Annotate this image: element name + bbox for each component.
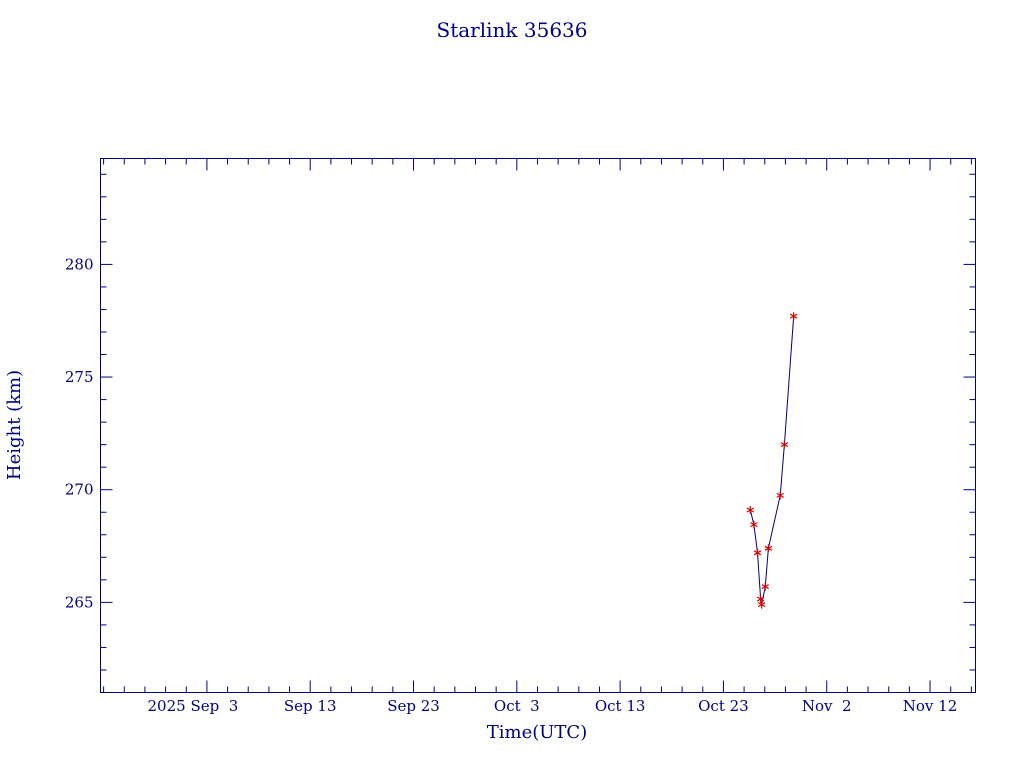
y-tick-label: 275 [65,368,94,386]
data-point-marker [789,312,798,321]
plot-frame [100,158,976,693]
data-point-marker [750,520,758,529]
x-tick-label: 2025 Sep 3 [148,697,239,715]
plot-area: 2025 Sep 3 Sep 13 Sep 23 Oct 3 Oct 13 Oct 23 N… [65,158,976,715]
data-point-marker [776,491,785,500]
x-axis-label: Time(UTC) [487,722,587,743]
data-point-marker [764,544,773,553]
x-tick-label: Nov 12 [903,697,958,715]
data-point-marker [746,505,755,514]
x-tick-label: Oct 23 [698,697,749,715]
chart-title: Starlink 35636 [437,18,588,42]
data-line [749,316,795,605]
x-tick-label: Oct 13 [595,697,646,715]
data-point-marker [757,600,766,609]
x-tick-label: Nov 2 [802,697,852,715]
data-point-marker [761,582,770,591]
y-tick-label: 270 [65,481,94,499]
x-tick-label: Sep 13 [284,697,337,715]
y-tick-label: 265 [65,593,94,611]
y-axis-label: Height (km) [4,370,25,480]
data-point-marker [756,594,765,603]
x-tick-label: Sep 23 [387,697,440,715]
data-point-marker [753,548,762,557]
data-point-marker [780,440,789,449]
y-tick-label: 280 [65,255,94,273]
x-tick-label: Oct 3 [494,697,540,715]
